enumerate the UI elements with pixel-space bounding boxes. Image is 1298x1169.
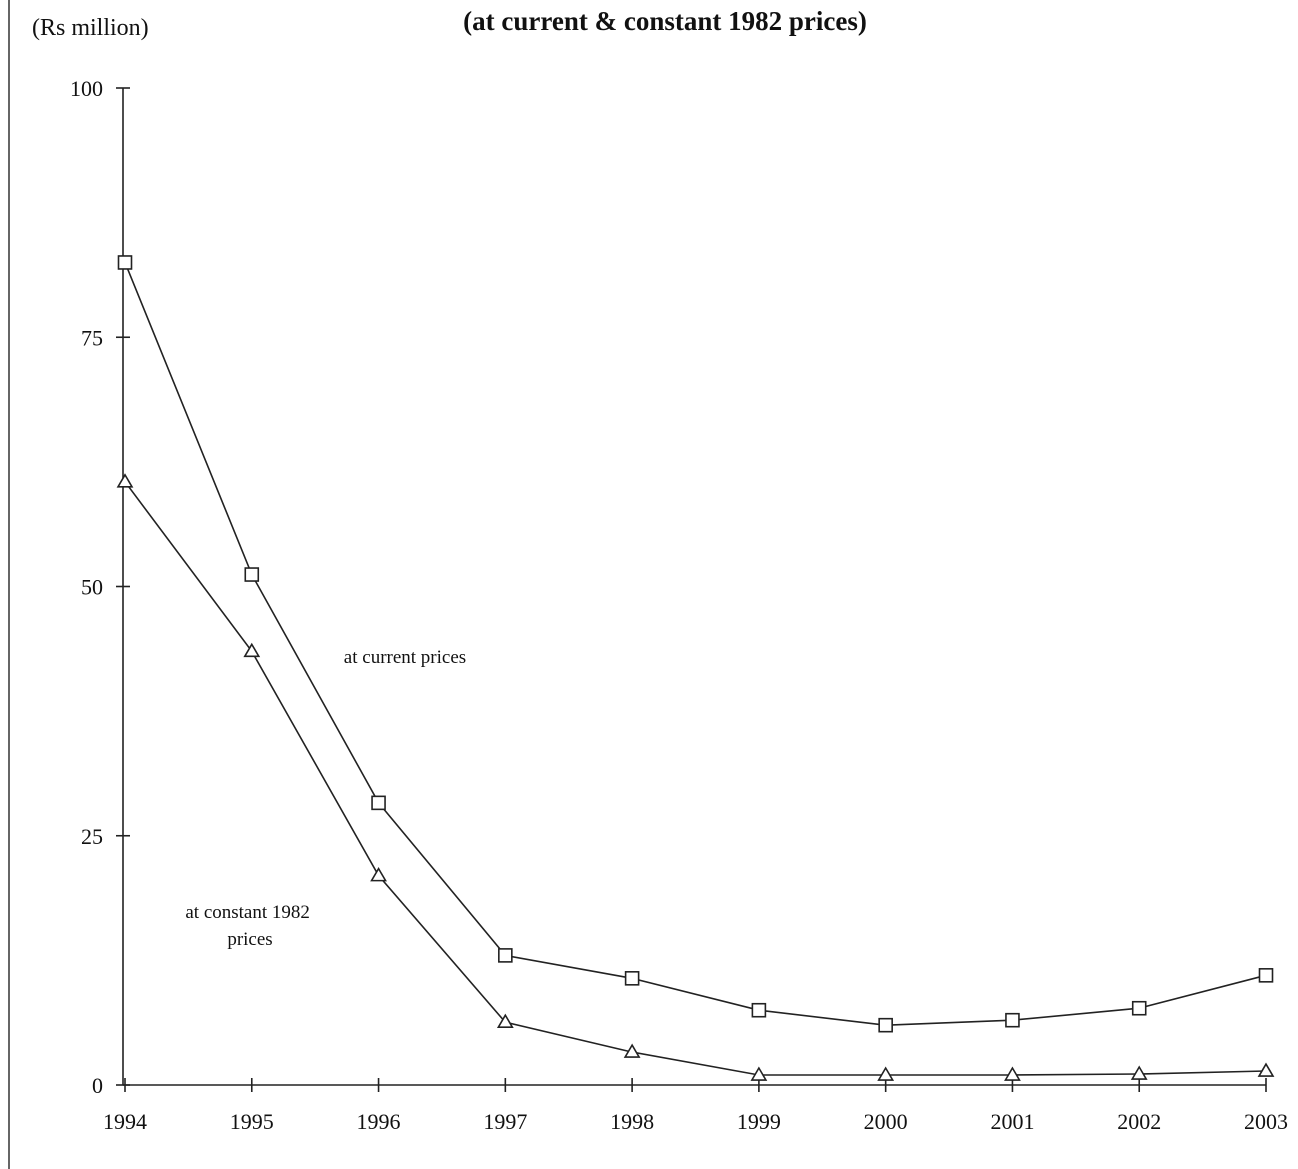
data-point-square xyxy=(878,1017,893,1033)
series-layer xyxy=(116,255,1275,1081)
x-tick-label: 1997 xyxy=(483,1109,527,1134)
data-point-square xyxy=(1258,968,1274,983)
data-point-square xyxy=(244,567,260,582)
series-label-constant-line1: at constant 1982 xyxy=(185,902,310,923)
data-point-triangle xyxy=(496,1013,514,1028)
data-point-square xyxy=(117,255,133,270)
data-point-triangle xyxy=(750,1066,768,1081)
y-tick-label: 0 xyxy=(92,1073,103,1098)
y-ticks: 0 25 50 75 100 xyxy=(70,76,130,1098)
x-tick-label: 2000 xyxy=(864,1109,908,1134)
series-line-0 xyxy=(124,262,1267,1027)
x-tick-label: 1999 xyxy=(737,1109,781,1134)
x-tick-label: 2001 xyxy=(990,1109,1034,1134)
data-point-square xyxy=(498,948,513,963)
x-tick-label: 2003 xyxy=(1244,1109,1288,1134)
data-point-square xyxy=(624,971,640,986)
series-line-1 xyxy=(124,481,1267,1076)
data-point-triangle xyxy=(1257,1062,1275,1077)
data-point-triangle xyxy=(877,1066,895,1081)
x-tick-label: 2002 xyxy=(1117,1109,1161,1134)
series-label-constant-line2: prices xyxy=(227,929,272,950)
data-point-triangle xyxy=(243,642,261,658)
data-point-square xyxy=(1131,1000,1147,1016)
data-point-triangle xyxy=(370,867,387,882)
x-tick-label: 1995 xyxy=(230,1109,274,1134)
x-ticks: 1994 1995 1996 1997 1998 1999 2000 2001 2002 2003 xyxy=(103,1078,1288,1134)
y-unit-label: (Rs million) xyxy=(32,15,149,41)
x-tick-label: 1998 xyxy=(610,1109,654,1134)
y-tick-label: 50 xyxy=(81,575,103,600)
series-label-constant: at constant 1982 prices xyxy=(185,902,314,950)
series-label-current: at current prices xyxy=(344,647,466,668)
y-tick-label: 25 xyxy=(81,824,103,849)
data-point-square xyxy=(1005,1012,1020,1028)
x-tick-label: 1996 xyxy=(357,1109,401,1134)
data-point-triangle xyxy=(1130,1065,1148,1080)
data-point-triangle xyxy=(1004,1066,1021,1081)
y-tick-label: 75 xyxy=(81,325,103,350)
data-point-triangle xyxy=(623,1043,641,1058)
data-point-triangle xyxy=(116,473,134,488)
data-point-square xyxy=(371,795,386,811)
chart-title: (at current & constant 1982 prices) xyxy=(463,6,867,36)
x-tick-label: 1994 xyxy=(103,1109,147,1134)
data-point-square xyxy=(751,1002,767,1018)
y-tick-label: 100 xyxy=(70,76,103,101)
